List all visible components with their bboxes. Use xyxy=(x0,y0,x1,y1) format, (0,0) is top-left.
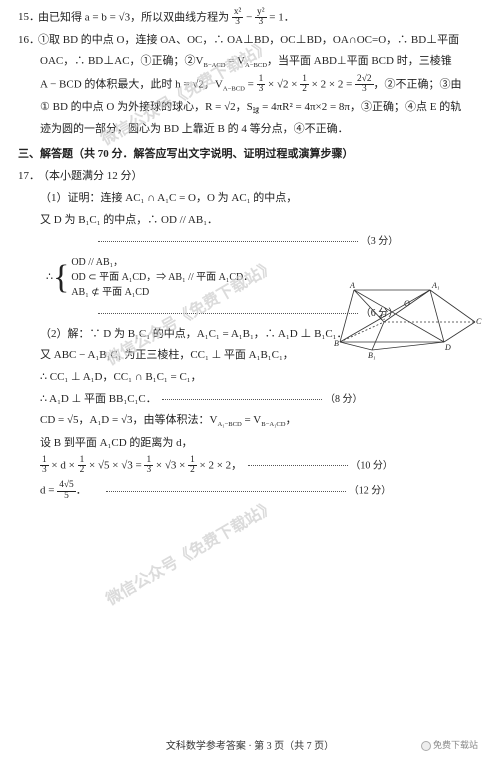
svg-text:C₁: C₁ xyxy=(476,317,482,326)
svg-text:B: B xyxy=(334,339,339,348)
q16-l5: 迹为圆的一部分，圆心为 BD 上靠近 B 的 4 等分点，④不正确． xyxy=(18,120,482,139)
section-3-title: 三、解答题（共 70 分．解答应写出文字说明、证明过程或演算步骤） xyxy=(18,145,482,164)
svg-text:C: C xyxy=(380,313,386,322)
q17-p2-l6: 设 B 到平面 A₁CD 的距离为 d， xyxy=(18,434,482,453)
svg-text:A: A xyxy=(349,281,355,290)
footer-logo: 免费下载站 xyxy=(421,738,478,753)
q16-l2: OAC，∴ BD⊥AC，①正确；②VB−ACD = VA−BCD，当平面 ABD… xyxy=(18,52,482,71)
score-3: （3 分） xyxy=(18,232,482,251)
prism-diagram: A A₁ B B₁ C C₁ D O xyxy=(332,280,482,360)
q17-eq: 13 × d × 12 × √5 × √3 = 13 × √3 × 12 × 2… xyxy=(18,456,482,476)
watermark-3: 微信公众号《免费下载站》 xyxy=(101,494,281,614)
q15: 15．由已知得 a = b = √3，所以双曲线方程为 x²3 − y²3 = … xyxy=(18,8,482,28)
q17-p1-l1: （1）证明：连接 AC₁ ∩ A₁C = O，O 为 AC₁ 的中点， xyxy=(18,189,482,208)
q17-ans: d = 4√55． （12 分） xyxy=(18,481,482,501)
frac: y²3 xyxy=(255,8,266,28)
q16-l3: A − BCD 的体积最大，此时 h = √2，VA−BCD = 13 × √2… xyxy=(18,75,482,95)
q16-l1: 16．①取 BD 的中点 O，连接 OA、OC，∴ OA⊥BD，OC⊥BD，OA… xyxy=(18,31,482,50)
left-brace-icon: { xyxy=(53,261,69,295)
q15-text: 由已知得 a = b = √3，所以双曲线方程为 xyxy=(38,11,232,23)
q17-head: 17．（本小题满分 12 分） xyxy=(18,167,482,186)
svg-text:O: O xyxy=(404,299,410,308)
q17-p2-l5: CD = √5，A₁D = √3，由等体积法：VA₁−BCD = VB−A₁CD… xyxy=(18,411,482,430)
q16-num: 16． xyxy=(18,31,38,50)
q17-p1-l2: 又 D 为 B₁C₁ 的中点，∴ OD // AB₁． xyxy=(18,211,482,230)
logo-icon xyxy=(421,741,431,751)
q17-num: 17． xyxy=(18,167,38,186)
svg-text:B₁: B₁ xyxy=(368,351,376,360)
frac: x²3 xyxy=(232,8,243,28)
svg-text:A₁: A₁ xyxy=(431,281,440,290)
svg-text:D: D xyxy=(444,343,451,352)
q17-p2-l4: ∴ A₁D ⊥ 平面 BB₁C₁C． （8 分） xyxy=(18,390,482,409)
page-body: 15．由已知得 a = b = √3，所以双曲线方程为 x²3 − y²3 = … xyxy=(0,0,500,508)
q17-p2-l3: ∴ CC₁ ⊥ A₁D，CC₁ ∩ B₁C₁ = C₁， xyxy=(18,368,482,387)
q16-l4: ① BD 的中点 O 为外接球的球心，R = √2，S球 = 4πR² = 4π… xyxy=(18,98,482,117)
q15-num: 15． xyxy=(18,8,38,27)
